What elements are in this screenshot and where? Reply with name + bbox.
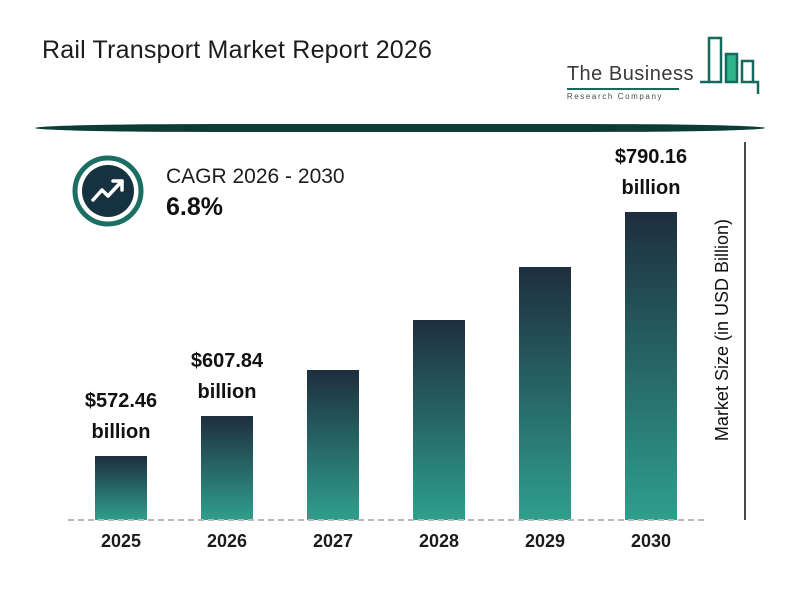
x-axis-tick: 2029 xyxy=(524,531,566,551)
page-title: Rail Transport Market Report 2026 xyxy=(42,36,433,64)
bar xyxy=(201,416,253,520)
bar-column: $790.16 billion xyxy=(598,142,704,520)
bar xyxy=(519,267,571,520)
cagr-label: CAGR 2026 - 2030 xyxy=(166,165,345,188)
x-axis-tick: 2030 xyxy=(630,531,672,551)
bar-value-label: $572.46 billion xyxy=(84,390,158,443)
logo-text: The Business Research Company xyxy=(566,63,694,101)
bar xyxy=(307,370,359,520)
x-axis-tick: 2025 xyxy=(100,531,142,551)
x-axis-tick: 2026 xyxy=(206,531,248,551)
x-axis-ticks: 2025 2026 2027 2028 2029 2030 xyxy=(68,531,704,552)
y-axis-label: Market Size (in USD Billion) xyxy=(711,218,732,442)
company-logo: The Business Research Company xyxy=(566,30,762,101)
cagr-block: CAGR 2026 - 2030 6.8% xyxy=(72,155,345,232)
bar-column: $572.46 billion xyxy=(68,386,174,520)
bar-column xyxy=(386,320,492,520)
header-divider xyxy=(35,124,765,132)
bar-value-label: $607.84 billion xyxy=(190,350,264,403)
bar xyxy=(95,456,147,520)
cagr-texts: CAGR 2026 - 2030 6.8% xyxy=(166,165,345,222)
x-axis-tick: 2027 xyxy=(312,531,354,551)
bar-chart-logo-icon xyxy=(700,30,762,101)
bar xyxy=(625,212,677,520)
bar-column xyxy=(492,267,598,520)
bar-column xyxy=(280,370,386,520)
logo-line2: Research Company xyxy=(566,92,664,101)
y-axis-line xyxy=(744,142,746,520)
x-axis-baseline xyxy=(68,519,704,521)
cagr-value: 6.8% xyxy=(166,193,223,221)
bar-value-label: $790.16 billion xyxy=(614,146,688,199)
logo-rule xyxy=(566,88,679,90)
x-axis-tick: 2028 xyxy=(418,531,460,551)
bar xyxy=(413,320,465,520)
logo-line1: The Business xyxy=(566,63,694,85)
trending-up-icon xyxy=(72,155,144,232)
bar-chart: $572.46 billion $607.84 billion $790.16 billi… xyxy=(68,140,704,520)
y-axis-label-wrap: Market Size (in USD Billion) xyxy=(704,140,740,520)
bar-column: $607.84 billion xyxy=(174,346,280,520)
